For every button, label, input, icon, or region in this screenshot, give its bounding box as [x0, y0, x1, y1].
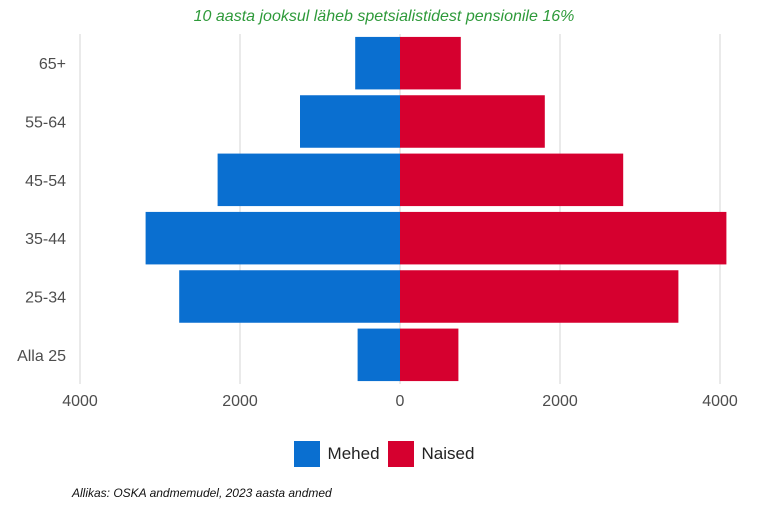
x-tick-label: 4000 — [702, 393, 738, 410]
bar-female — [400, 36, 461, 90]
bars — [145, 36, 727, 382]
bar-male — [357, 328, 400, 382]
bar-female — [400, 270, 679, 323]
bar-male — [145, 211, 400, 265]
x-tick-label: 0 — [396, 393, 405, 410]
legend-item-female: Naised — [387, 441, 475, 467]
category-label: 65+ — [39, 56, 66, 73]
legend-item-male: Mehed — [293, 441, 380, 467]
bar-male — [179, 270, 400, 323]
grid-lines — [79, 34, 721, 384]
bar-female — [400, 95, 545, 148]
category-label: 25-34 — [25, 290, 66, 307]
category-label: Alla 25 — [17, 348, 66, 365]
population-pyramid-chart: 65+ 55-64 45-54 35-44 25-34 Alla 25 4000 2000 0… — [17, 34, 738, 410]
category-label: 55-64 — [25, 115, 66, 132]
bar-female — [400, 328, 459, 382]
source-note: Allikas: OSKA andmemudel, 2023 aasta and… — [72, 486, 332, 500]
chart-title: 10 aasta jooksul läheb spetsialistidest … — [193, 8, 575, 25]
legend-swatch-female — [387, 441, 414, 467]
legend-swatch-male — [293, 441, 320, 467]
category-label: 45-54 — [25, 173, 66, 190]
bar-female — [400, 153, 624, 207]
x-tick-label: 4000 — [62, 393, 98, 410]
legend-label-male: Mehed — [327, 444, 380, 463]
x-tick-label: 2000 — [542, 393, 578, 410]
x-tick-labels: 4000 2000 0 2000 4000 — [62, 393, 738, 410]
x-tick-label: 2000 — [222, 393, 258, 410]
category-labels: 65+ 55-64 45-54 35-44 25-34 Alla 25 — [17, 56, 66, 365]
bar-male — [355, 36, 400, 90]
legend-label-female: Naised — [421, 444, 475, 463]
category-label: 35-44 — [25, 231, 66, 248]
legend: Mehed Naised — [0, 441, 768, 467]
bar-male — [300, 95, 400, 148]
bar-female — [400, 211, 727, 265]
bar-male — [217, 153, 400, 207]
